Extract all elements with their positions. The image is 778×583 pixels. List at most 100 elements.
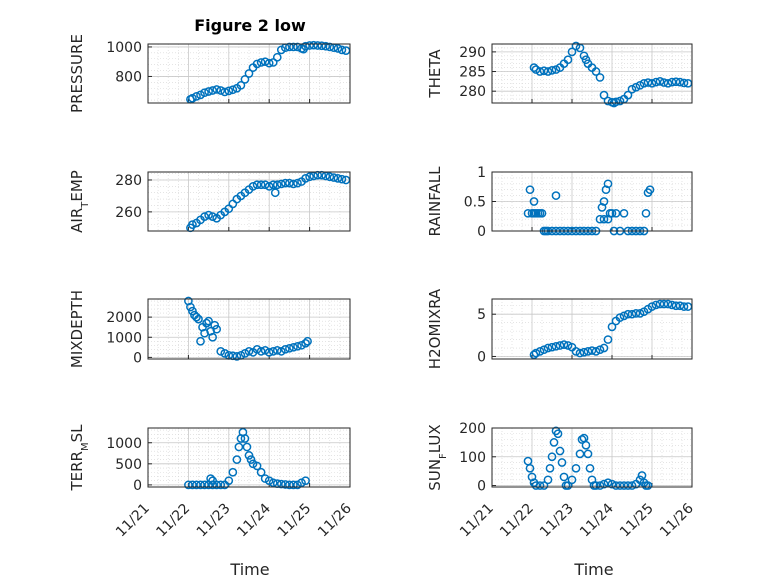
h2omixra-y-axis-label: H2OMIXRA xyxy=(426,288,444,369)
mixdepth-ytick-label: 2000 xyxy=(106,310,142,326)
sun_flux-data-point xyxy=(527,472,537,482)
theta-data-point xyxy=(599,90,609,100)
rainfall-data-point xyxy=(551,191,561,200)
sun_flux-data-point xyxy=(611,481,621,490)
theta-data-point xyxy=(535,67,545,76)
h2omixra-data-point xyxy=(579,347,589,357)
sun_flux-ytick-label: 0 xyxy=(477,479,486,495)
pressure-data-point xyxy=(188,93,197,103)
pressure-data-point xyxy=(317,41,327,51)
air_temp-data-point xyxy=(268,180,278,190)
mixdepth-data-point xyxy=(272,345,282,355)
h2omixra-data-point xyxy=(555,341,565,350)
h2omixra-data-point xyxy=(599,343,609,353)
terr_msl-xtick-label: 11/24 xyxy=(234,500,274,540)
sun_flux-y-axis-label-part: SUN xyxy=(426,459,444,491)
pressure-data-point xyxy=(264,58,274,68)
h2omixra-data-point xyxy=(603,335,613,344)
theta-ytick-label: 290 xyxy=(459,45,486,61)
rainfall-data-point xyxy=(645,185,655,195)
mixdepth-data-point xyxy=(264,348,274,357)
h2omixra-data-point xyxy=(559,340,569,349)
rainfall-data-point xyxy=(641,208,651,218)
terr_msl-ytick-label: 500 xyxy=(115,457,142,473)
air_temp-data-point xyxy=(285,178,294,188)
terr_msl-xtick-label: 11/21 xyxy=(113,501,153,541)
terr_msl-data-point xyxy=(208,476,217,486)
sun_flux-xtick-label: 11/24 xyxy=(577,500,617,540)
terr_msl-data-point xyxy=(200,480,209,490)
theta-data-point xyxy=(623,90,633,100)
mixdepth-data-point xyxy=(289,342,298,352)
terr_msl-ytick-label: 0 xyxy=(133,478,142,494)
terr_msl-xtick-label: 11/25 xyxy=(275,501,315,541)
h2omixra-data-point xyxy=(615,313,625,322)
pressure-data-point xyxy=(228,85,238,95)
theta-data-point xyxy=(591,67,601,76)
sun_flux-data-point xyxy=(535,481,545,490)
pressure-data-point xyxy=(208,86,217,95)
sun_flux-xtick-label: 11/22 xyxy=(497,501,537,541)
terr_msl-data-point xyxy=(285,480,294,490)
mixdepth-data-point xyxy=(285,343,294,353)
terr_msl-axes-border xyxy=(147,427,351,488)
terr_msl-data-point xyxy=(188,480,197,490)
theta-data-point xyxy=(595,73,605,82)
rainfall-data-point xyxy=(523,208,533,218)
h2omixra-data-point xyxy=(647,302,657,311)
theta-data-point xyxy=(539,66,549,76)
pressure-data-point xyxy=(240,75,250,84)
air_temp-data-point xyxy=(252,180,262,190)
sun_flux-plot-area xyxy=(491,427,693,488)
mixdepth-data-point xyxy=(208,332,217,342)
h2omixra-data-point xyxy=(539,345,549,355)
theta-data-point xyxy=(655,77,665,86)
terr_msl-xtick-label: 11/23 xyxy=(194,501,234,541)
terr_msl-xtick-label: 11/26 xyxy=(315,500,355,540)
theta-data-point xyxy=(529,63,539,72)
sun_flux-xtick-label: 11/21 xyxy=(457,501,497,541)
mixdepth-data-point xyxy=(256,346,266,356)
subplot-terr_msl: 0 500 1000 TERRMSL 11/21 11/22 11/23 11/24 11/25… xyxy=(68,424,355,541)
h2omixra-axes-border xyxy=(491,298,693,360)
mixdepth-data-point xyxy=(212,324,222,334)
air_temp-data-point xyxy=(305,172,314,182)
h2omixra-data-point xyxy=(651,300,661,310)
sun_flux-data-point xyxy=(643,481,653,490)
pressure-data-point xyxy=(305,41,314,50)
x-axis-label-right: Time xyxy=(573,560,613,579)
pressure-data-point xyxy=(313,41,323,50)
air_temp-ytick-label: 280 xyxy=(115,173,142,189)
h2omixra-data-point xyxy=(623,309,633,319)
sun_flux-data-point xyxy=(567,475,577,485)
sun_flux-axes-border xyxy=(491,427,693,488)
air_temp-data-point xyxy=(289,179,298,189)
air_temp-y-axis-label-part: EMP xyxy=(68,170,86,201)
terr_msl-data-point xyxy=(242,442,252,452)
air_temp-y-axis-label: AIRTEMP xyxy=(68,170,91,233)
pressure-data-point xyxy=(321,41,331,51)
air_temp-data-point xyxy=(200,212,209,221)
theta-data-point xyxy=(547,66,557,75)
sun_flux-xtick-label: 11/26 xyxy=(657,500,697,540)
h2omixra-data-point xyxy=(571,347,581,356)
sun_flux-ytick-label: 100 xyxy=(459,450,486,466)
h2omixra-data-point xyxy=(551,341,561,351)
pressure-data-point xyxy=(309,40,318,50)
sun_flux-data-point xyxy=(587,475,597,485)
sun_flux-data-point xyxy=(545,463,555,473)
rainfall-data-point xyxy=(607,208,617,218)
terr_msl-y-axis-label-part: SL xyxy=(68,424,86,443)
sun_flux-data-point xyxy=(525,463,535,473)
mixdepth-data-point xyxy=(293,341,302,351)
h2omixra-data-point xyxy=(535,347,545,356)
terr_msl-data-point xyxy=(232,455,242,464)
sun_flux-data-point xyxy=(599,479,609,489)
subplot-sun_flux: 0 100 200 SUNFLUX 11/21 11/22 11/23 11/24 11/25 1… xyxy=(426,421,697,540)
terr_msl-data-point xyxy=(216,480,226,490)
terr_msl-ytick-label: 1000 xyxy=(106,436,142,452)
terr_msl-data-point xyxy=(289,480,298,490)
sun_flux-data-point xyxy=(555,446,565,456)
sun_flux-data-point xyxy=(559,472,569,482)
